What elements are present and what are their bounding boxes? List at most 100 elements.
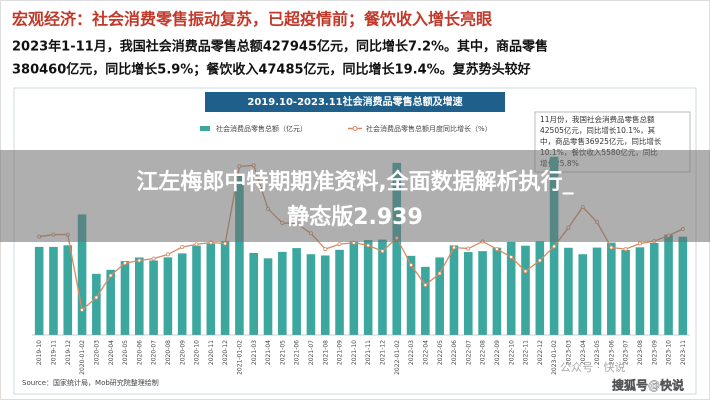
bar: [306, 254, 316, 335]
x-tick-label: 2020-10: [194, 340, 201, 365]
bar: [320, 255, 330, 335]
annotation-line: 42505亿元，同比增长10.1%，其: [540, 125, 656, 135]
bar: [492, 247, 502, 335]
bar: [392, 162, 402, 335]
x-tick-label: 2021-10: [351, 340, 358, 365]
legend-label: 社会消费品零售总额（亿元）: [216, 124, 307, 133]
x-tick-label: 2022-05: [437, 340, 444, 365]
bar: [249, 252, 259, 335]
x-tick-label: 2022-04: [422, 340, 429, 365]
overlay-text: 静态版2.939: [287, 204, 423, 230]
x-tick-label: 2020-04: [108, 340, 115, 365]
x-tick-label: 2023-06: [608, 340, 615, 365]
x-tick-label: 2020-11: [208, 340, 215, 365]
legend-swatch: [352, 126, 358, 131]
x-tick-label: 2022-09: [494, 340, 501, 365]
bar: [163, 257, 173, 335]
growth-point: [552, 244, 557, 249]
x-tick-label: 2019-10: [36, 340, 43, 365]
bar: [621, 249, 630, 335]
x-tick-label: 2022-06: [451, 340, 458, 365]
chart-title: 2019.10-2023.11社会消费品零售总额及增速: [247, 95, 462, 108]
growth-point: [122, 261, 127, 266]
bar: [134, 257, 144, 335]
bar: [335, 249, 344, 335]
x-tick-label: 2019-11: [51, 340, 58, 365]
growth-point: [494, 247, 499, 252]
x-tick-label: 2020-03: [93, 340, 100, 365]
bar: [177, 253, 187, 335]
legend-label: 社会消费品零售总额月度同比增长（%）: [366, 124, 492, 133]
annotation-line: 中，商品零售36925亿元，同比增长: [540, 136, 662, 146]
overlay-text: 江左梅郎中特期期准资料,全面数据解析执行_: [136, 169, 573, 195]
growth-point: [366, 243, 371, 248]
annotation-line: 11月份，我国社会消费品零售总额: [540, 114, 655, 124]
growth-point: [623, 247, 628, 252]
x-tick-label: 2021-01-02: [237, 340, 244, 375]
x-tick-label: 2021-09: [337, 340, 344, 365]
growth-point: [180, 244, 185, 249]
x-tick-label: 2021-11: [365, 340, 372, 365]
x-tick-label: 2019-12: [65, 340, 72, 365]
x-tick-label: 2021-07: [308, 340, 315, 365]
x-tick-label: 2023-03: [566, 340, 573, 365]
overlay-band: [0, 150, 710, 242]
bar: [664, 234, 673, 335]
bar: [363, 240, 373, 335]
bar: [406, 255, 416, 335]
x-tick-label: 2023-09: [651, 340, 658, 365]
growth-point: [409, 262, 414, 267]
bar: [449, 245, 459, 335]
bar: [578, 254, 588, 335]
bar: [278, 251, 287, 335]
bar: [63, 245, 73, 335]
growth-point: [537, 258, 542, 263]
bar: [149, 260, 158, 335]
x-tick-label: 2022-08: [480, 340, 487, 365]
growth-point: [108, 273, 113, 278]
x-tick-label: 2023-01-02: [551, 340, 558, 375]
growth-point: [437, 271, 442, 276]
bar: [435, 257, 444, 335]
header-line: 380460亿元，同比增长5.9%；餐饮收入47485亿元，同比增长19.4%。…: [12, 62, 531, 78]
bar: [92, 273, 101, 335]
x-tick-label: 2020-06: [136, 340, 143, 365]
growth-point: [165, 252, 170, 257]
bar: [34, 246, 44, 335]
bar: [635, 247, 645, 335]
x-tick-label: 2021-08: [322, 340, 329, 365]
x-tick-label: 2021-06: [294, 340, 301, 365]
growth-point: [609, 245, 614, 250]
x-tick-label: 2020-05: [122, 340, 129, 365]
x-tick-label: 2020-09: [179, 340, 186, 365]
x-tick-label: 2023-07: [623, 340, 630, 365]
bar: [421, 266, 430, 335]
bar: [678, 236, 688, 335]
growth-point: [223, 241, 228, 246]
x-tick-label: 2022-12: [537, 340, 544, 365]
x-tick-label: 2023-04: [580, 340, 587, 365]
growth-point: [466, 246, 471, 251]
x-tick-label: 2021-12: [380, 340, 387, 365]
x-tick-label: 2023-11: [680, 340, 687, 365]
title-banner: [205, 92, 505, 112]
header-line: 2023年1-11月，我国社会消费品零售总额427945亿元，同比增长7.2%。…: [12, 39, 548, 55]
growth-point: [423, 283, 428, 288]
bar: [235, 173, 244, 335]
x-tick-label: 2022-10: [508, 340, 515, 365]
source: Source：国家统计局，Mob研究院整理绘制: [22, 378, 159, 387]
growth-point: [80, 307, 85, 312]
bar: [206, 243, 216, 335]
bar: [506, 241, 516, 335]
header-title: 宏观经济：社会消费零售振动复苏，已超疫情前；餐饮收入增长亮眼: [12, 10, 492, 29]
x-tick-label: 2020-12: [222, 340, 229, 365]
bar: [220, 241, 230, 335]
watermark: 搜狐号@快说: [612, 378, 684, 393]
x-tick-label: 2021-04: [265, 340, 272, 365]
bar: [49, 246, 58, 335]
bar: [106, 269, 115, 335]
growth-point: [637, 241, 642, 246]
growth-point: [380, 249, 385, 254]
bar: [77, 214, 87, 335]
bar: [292, 248, 301, 335]
